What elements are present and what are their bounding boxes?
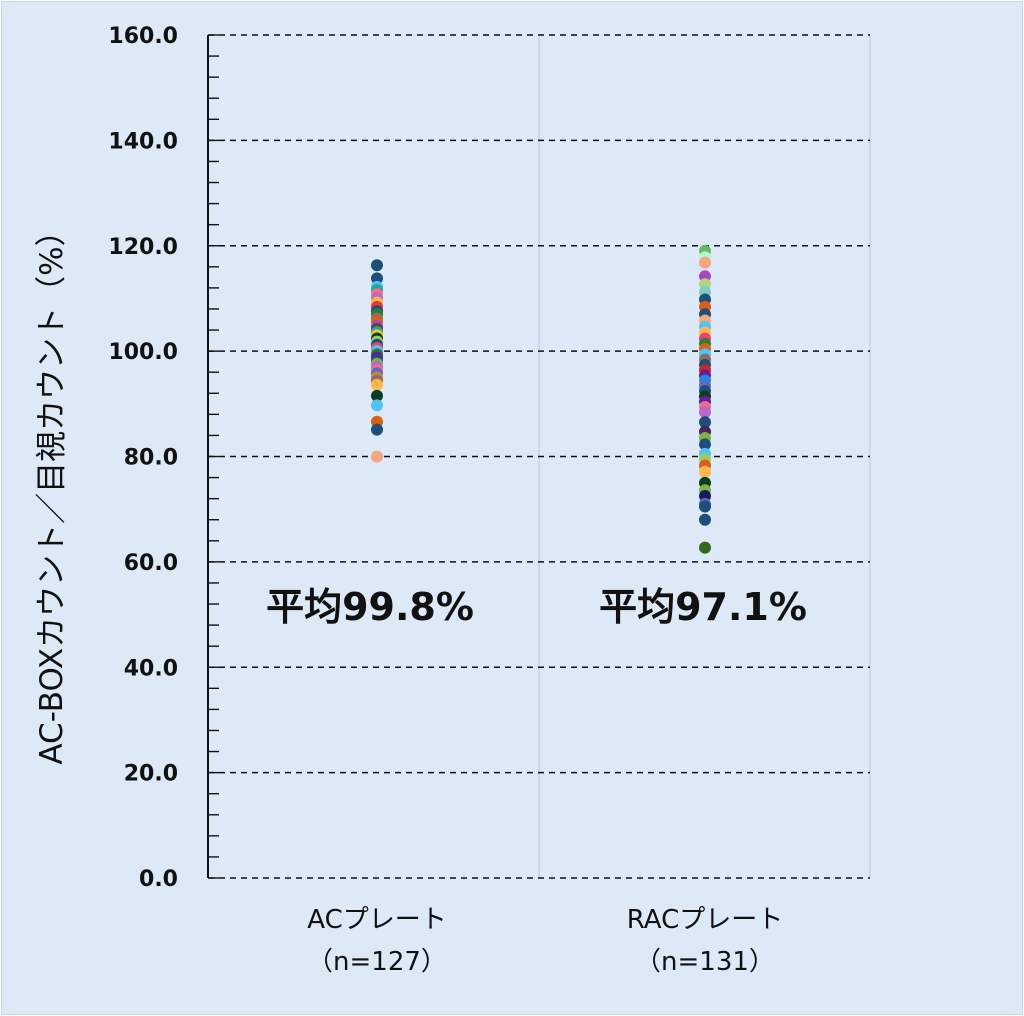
y-axis-label-group: AC-BOXカウント／目視カウント（%） — [34, 215, 70, 764]
data-point — [371, 389, 383, 402]
data-point — [699, 416, 711, 429]
data-point — [371, 423, 383, 436]
category-count-rac: （n=131） — [635, 947, 775, 977]
y-tick-label: 100.0 — [108, 340, 178, 365]
gridlines — [208, 34, 871, 879]
data-point — [371, 450, 383, 463]
data-points — [371, 245, 711, 554]
data-point — [699, 500, 711, 513]
axes — [207, 34, 219, 879]
mean-annotations: 平均99.8% 平均97.1% — [266, 585, 807, 629]
category-labels: ACプレート （n=127） RACプレート （n=131） — [307, 905, 783, 977]
y-tick-label: 60.0 — [124, 551, 178, 576]
y-tick-labels: 0.0 20.0 40.0 60.0 80.0 100.0 120.0 140.0 160.0 — [108, 24, 178, 892]
y-tick-label: 20.0 — [124, 762, 178, 787]
y-tick-label: 0.0 — [139, 867, 178, 892]
category-label-ac: ACプレート — [307, 905, 446, 935]
mean-annotation-rac: 平均97.1% — [599, 585, 807, 629]
y-tick-label: 160.0 — [108, 24, 178, 49]
y-axis-label: AC-BOXカウント／目視カウント（%） — [34, 215, 70, 764]
category-count-ac: （n=127） — [307, 947, 447, 977]
mean-annotation-ac: 平均99.8% — [266, 585, 474, 629]
data-point — [699, 406, 711, 419]
data-point — [699, 513, 711, 526]
y-tick-label: 140.0 — [108, 129, 178, 154]
data-point — [699, 465, 711, 478]
data-point — [699, 541, 711, 554]
data-point — [699, 438, 711, 451]
data-point — [371, 272, 383, 285]
data-point — [699, 256, 711, 269]
data-point — [371, 378, 383, 391]
data-point — [371, 399, 383, 412]
category-label-rac: RACプレート — [627, 905, 784, 935]
y-tick-label: 40.0 — [124, 656, 178, 681]
y-tick-label: 80.0 — [124, 446, 178, 471]
y-tick-label: 120.0 — [108, 235, 178, 260]
data-point — [371, 259, 383, 272]
